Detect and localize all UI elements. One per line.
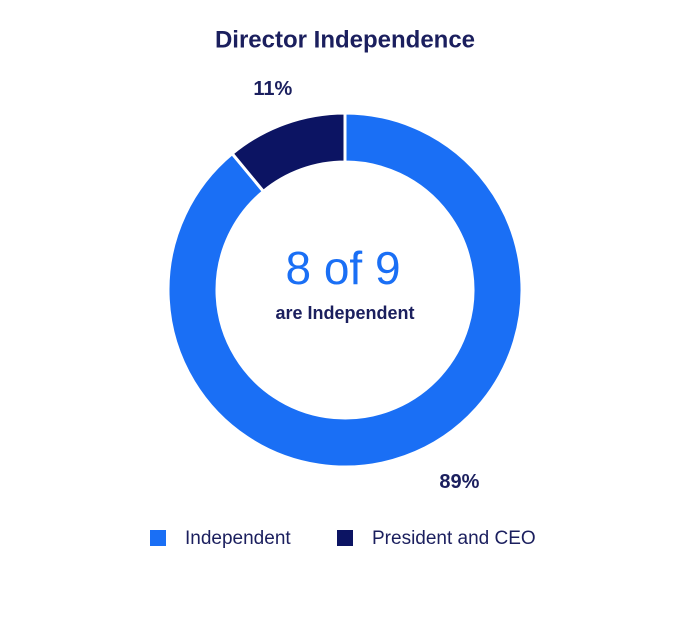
value-label: 11% [253, 78, 292, 100]
center-subtext: are Independent [275, 303, 414, 323]
legend-swatch [150, 530, 166, 546]
legend-swatch [337, 530, 353, 546]
donut-slice [230, 111, 347, 194]
legend-label: Independent [185, 528, 291, 549]
center-text: 8 of 9 [285, 242, 400, 294]
value-label: 89% [439, 471, 479, 493]
chart-title: Director Independence [215, 26, 475, 53]
donut-slice [166, 111, 524, 469]
legend-label: President and CEO [372, 528, 536, 549]
